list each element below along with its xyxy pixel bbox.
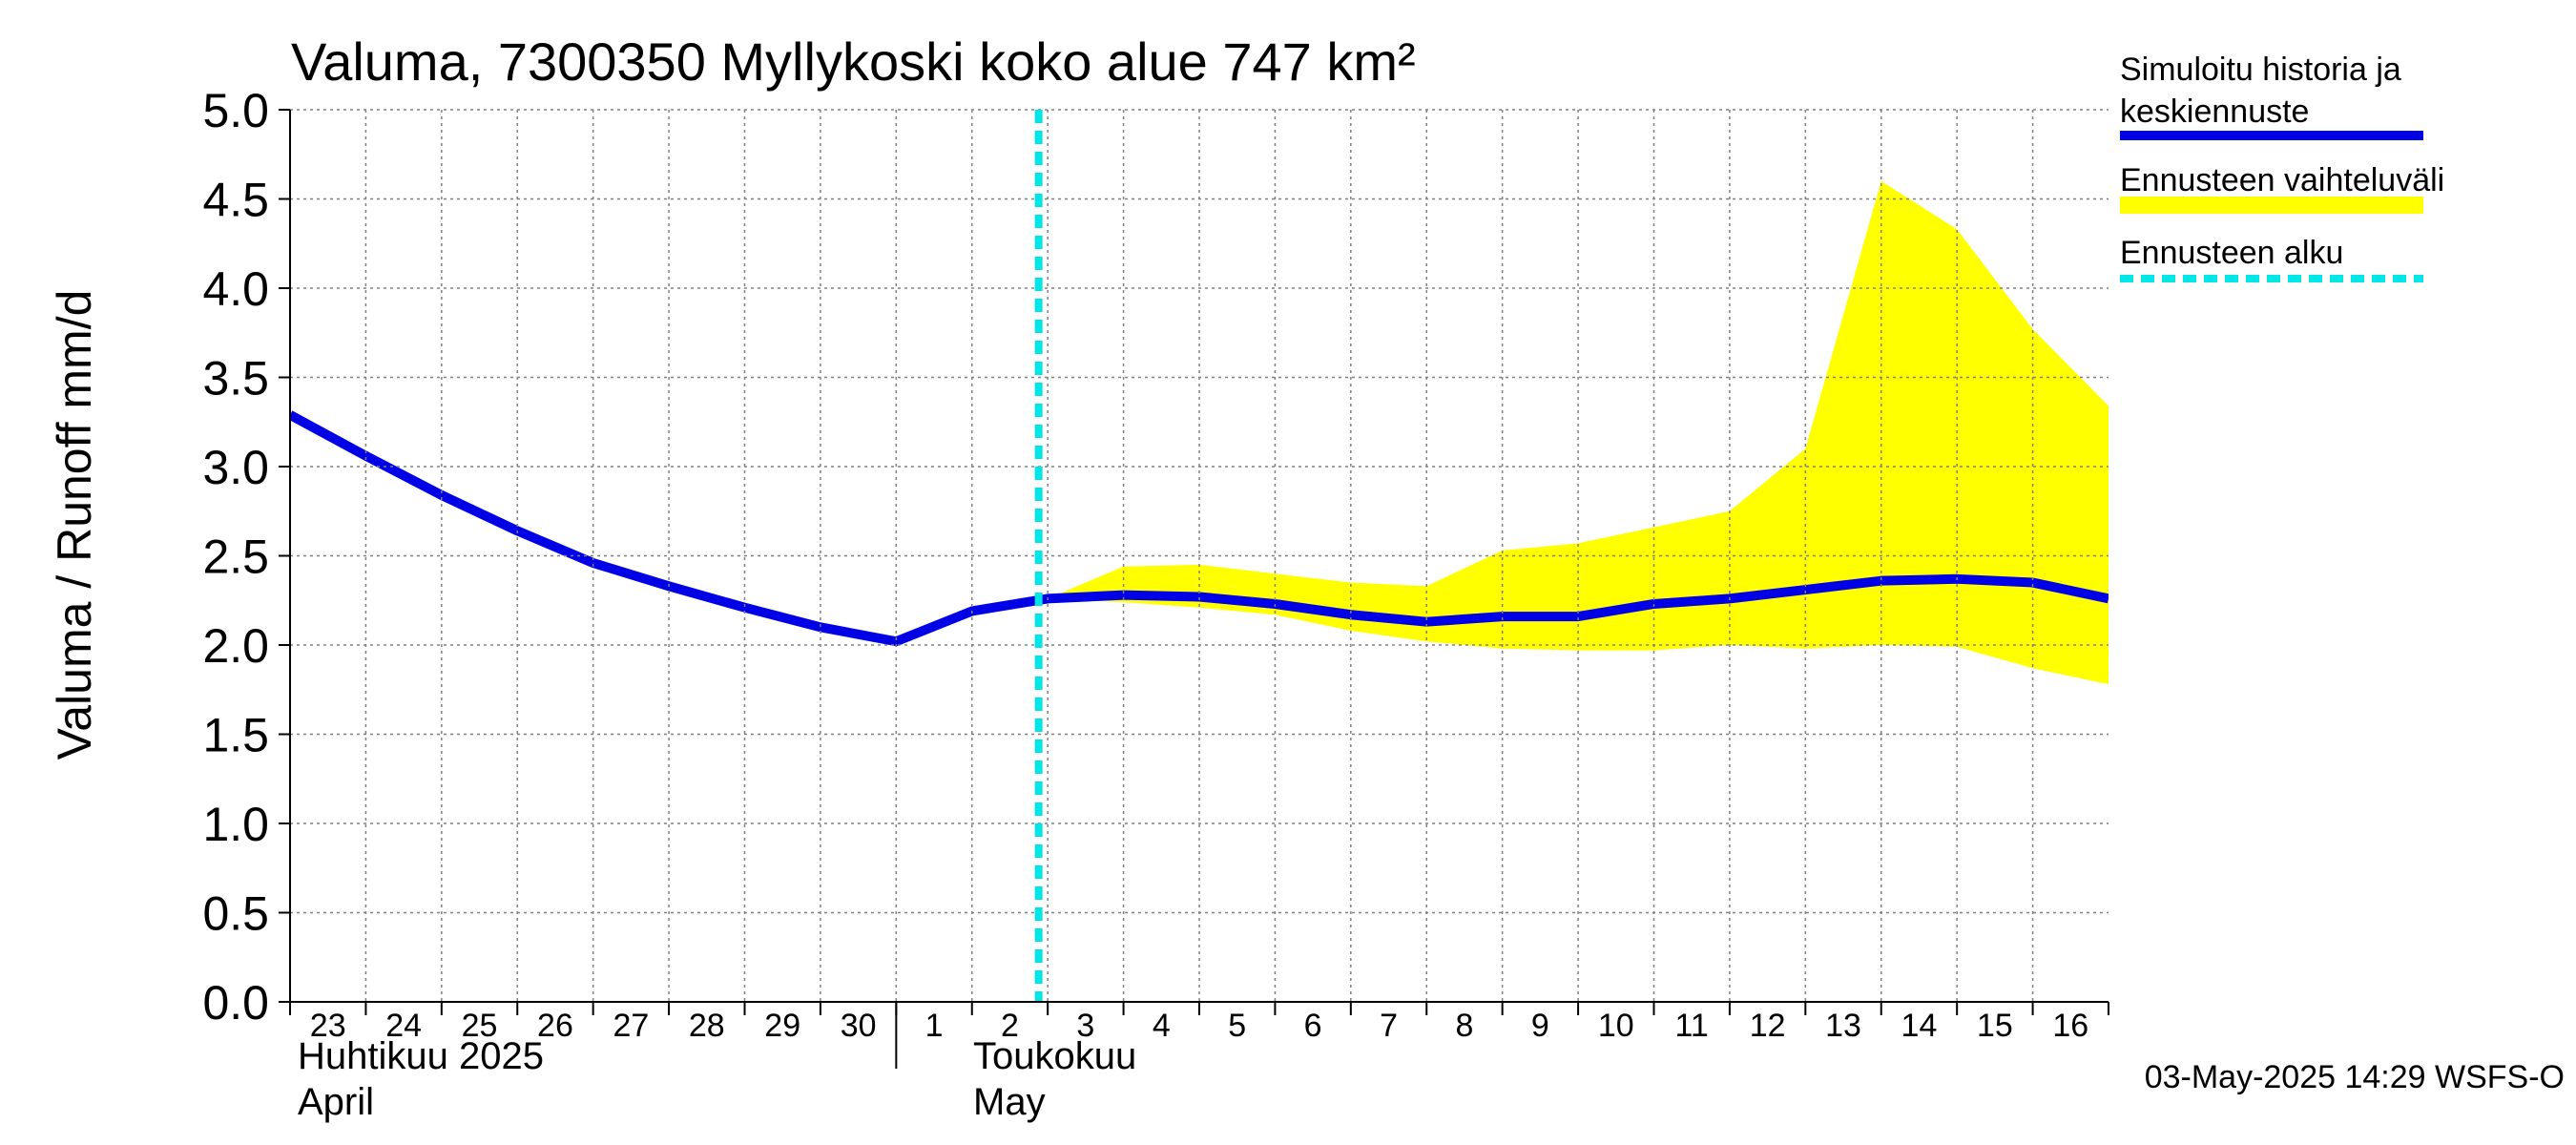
x-tick-label: 11 [1675, 1008, 1709, 1044]
forecast-range-band [1048, 180, 2109, 685]
legend-label-range: Ennusteen vaihteluväli [2120, 162, 2444, 198]
y-tick-label: 2.0 [202, 619, 269, 673]
x-tick-label: 15 [1977, 1008, 2013, 1044]
x-tick-label: 5 [1228, 1008, 1246, 1044]
y-tick-label: 3.5 [202, 352, 269, 406]
chart-title: Valuma, 7300350 Myllykoski koko alue 747… [291, 31, 1416, 92]
y-tick-label: 4.5 [202, 174, 269, 227]
x-tick-label: 30 [841, 1008, 877, 1044]
x-tick-label: 7 [1380, 1008, 1398, 1044]
x-tick-label: 26 [537, 1008, 573, 1044]
y-tick-label: 2.5 [202, 531, 269, 584]
y-tick-label: 1.0 [202, 798, 269, 851]
simulated-mean-line [290, 410, 2109, 647]
y-tick-label: 0.0 [202, 976, 269, 1030]
x-tick-label: 23 [310, 1008, 346, 1044]
timestamp: 03-May-2025 14:29 WSFS-O [2145, 1059, 2565, 1095]
x-tick-label: 4 [1153, 1008, 1171, 1044]
y-tick-label: 3.0 [202, 441, 269, 494]
y-tick-label: 5.0 [202, 84, 269, 137]
x-tick-label: 2 [1001, 1008, 1019, 1044]
x-tick-label: 3 [1076, 1008, 1094, 1044]
legend: Simuloitu historia ja keskiennuste Ennuste… [2120, 52, 2444, 282]
x-tick-label: 13 [1825, 1008, 1861, 1044]
month-label-may-en: May [973, 1081, 1046, 1123]
x-tick-label: 29 [764, 1008, 800, 1044]
y-tick-label: 4.0 [202, 262, 269, 316]
legend-label-simulated-line2: keskiennuste [2120, 94, 2309, 130]
plot-data-layer [290, 180, 2109, 685]
x-tick-label: 8 [1455, 1008, 1473, 1044]
x-tick-label: 6 [1304, 1008, 1322, 1044]
x-tick-label: 14 [1901, 1008, 1938, 1044]
month-label-april-fi: Huhtikuu 2025 [298, 1035, 544, 1077]
x-tick-label: 16 [2052, 1008, 2088, 1044]
x-tick-label: 10 [1598, 1008, 1634, 1044]
grid [290, 109, 2109, 1002]
x-tick-label: 28 [689, 1008, 725, 1044]
x-tick-label: 24 [385, 1008, 422, 1044]
legend-label-simulated: Simuloitu historia ja [2120, 52, 2401, 88]
x-tick-label: 25 [462, 1008, 498, 1044]
legend-label-forecast-start: Ennusteen alku [2120, 235, 2343, 271]
month-label-may-fi: Toukokuu [973, 1035, 1136, 1077]
y-tick-label: 0.5 [202, 887, 269, 941]
x-tick-label: 9 [1531, 1008, 1549, 1044]
month-label-april-en: April [298, 1081, 374, 1123]
x-tick-label: 12 [1750, 1008, 1786, 1044]
x-tick-label: 27 [613, 1008, 649, 1044]
x-tick-label: 1 [925, 1008, 944, 1044]
y-tick-label: 1.5 [202, 709, 269, 762]
y-axis-label: Valuma / Runoff mm/d [48, 290, 101, 760]
